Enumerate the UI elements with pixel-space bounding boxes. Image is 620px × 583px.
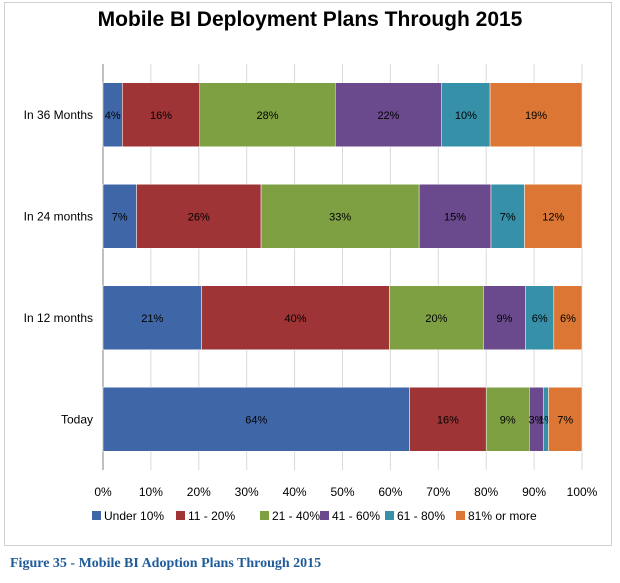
bar-data-label: 9% xyxy=(500,414,516,426)
bar-data-label: 26% xyxy=(188,211,210,223)
bar-data-label: 33% xyxy=(329,211,351,223)
bar-segment xyxy=(418,184,492,249)
x-tick-label: 10% xyxy=(139,485,163,499)
x-tick-label: 50% xyxy=(330,485,354,499)
legend-swatch xyxy=(176,511,185,520)
bar-data-label: 7% xyxy=(112,211,128,223)
x-tick-label: 70% xyxy=(426,485,450,499)
bar-segment xyxy=(334,82,442,147)
x-tick-label: 0% xyxy=(94,485,112,499)
bar-segment xyxy=(525,285,555,350)
legend-label: Under 10% xyxy=(104,509,164,523)
x-tick-label: 20% xyxy=(187,485,211,499)
bar-data-label: 6% xyxy=(560,313,576,325)
legend-label: 11 - 20% xyxy=(188,509,235,523)
bar-segment xyxy=(553,285,583,350)
bar-data-label: 22% xyxy=(377,110,399,122)
x-tick-label: 30% xyxy=(235,485,259,499)
bar-segment xyxy=(102,387,410,452)
bar-segment xyxy=(409,387,487,452)
bar-data-label: 64% xyxy=(245,414,267,426)
bar-segment xyxy=(201,285,390,350)
bar-segment xyxy=(485,387,530,452)
bar-segment xyxy=(102,285,202,350)
bar-segment xyxy=(483,285,526,350)
bar-segment xyxy=(441,82,491,147)
bar-segment xyxy=(548,387,583,452)
bar-segment xyxy=(489,82,583,147)
bar-data-label: 6% xyxy=(532,313,548,325)
bar-data-label: 3% xyxy=(529,414,545,426)
bar-data-label: 15% xyxy=(444,211,466,223)
x-tick-label: 90% xyxy=(522,485,546,499)
bar-data-label: 19% xyxy=(525,110,547,122)
bar-data-label: 28% xyxy=(256,110,278,122)
legend-swatch xyxy=(320,511,329,520)
category-label: In 12 months xyxy=(24,311,93,325)
bar-data-label: 12% xyxy=(542,211,564,223)
figure-caption: Figure 35 - Mobile BI Adoption Plans Thr… xyxy=(10,556,322,571)
bar-segment xyxy=(490,184,525,249)
bar-data-label: 20% xyxy=(425,313,447,325)
x-tick-label: 80% xyxy=(474,485,498,499)
legend-swatch xyxy=(456,511,465,520)
category-label: Today xyxy=(61,412,93,426)
legend-swatch xyxy=(92,511,101,520)
bar-segment xyxy=(524,184,583,249)
bar-data-label: 7% xyxy=(500,211,516,223)
x-tick-label: 60% xyxy=(378,485,402,499)
category-label: In 24 months xyxy=(24,209,93,223)
legend-label: 61 - 80% xyxy=(397,509,445,523)
legend-label: 81% or more xyxy=(468,509,537,523)
x-tick-label: 40% xyxy=(283,485,307,499)
category-label: In 36 Months xyxy=(24,108,93,122)
bar-segment xyxy=(260,184,420,249)
legend-label: 21 - 40% xyxy=(272,509,320,523)
x-tick-label: 100% xyxy=(567,485,598,499)
bar-data-label: 21% xyxy=(141,313,163,325)
bar-data-label: 16% xyxy=(150,110,172,122)
legend-swatch xyxy=(385,511,394,520)
bar-data-label: 9% xyxy=(497,313,513,325)
bar-data-label: 10% xyxy=(455,110,477,122)
bar-data-label: 7% xyxy=(557,414,573,426)
stacked-bar-chart: 0% 10% 20% 30% 40% 50% 60% 70% 80% 90% 100% In 36 M… xyxy=(24,64,598,523)
legend-swatch xyxy=(260,511,269,520)
bar-segment xyxy=(389,285,484,350)
bar-segment xyxy=(102,184,137,249)
bar-data-label: 4% xyxy=(105,110,121,122)
legend-label: 41 - 60% xyxy=(332,509,380,523)
bar-data-label: 16% xyxy=(437,414,459,426)
chart-title: Mobile BI Deployment Plans Through 2015 xyxy=(97,8,523,31)
bar-data-label: 40% xyxy=(285,313,307,325)
